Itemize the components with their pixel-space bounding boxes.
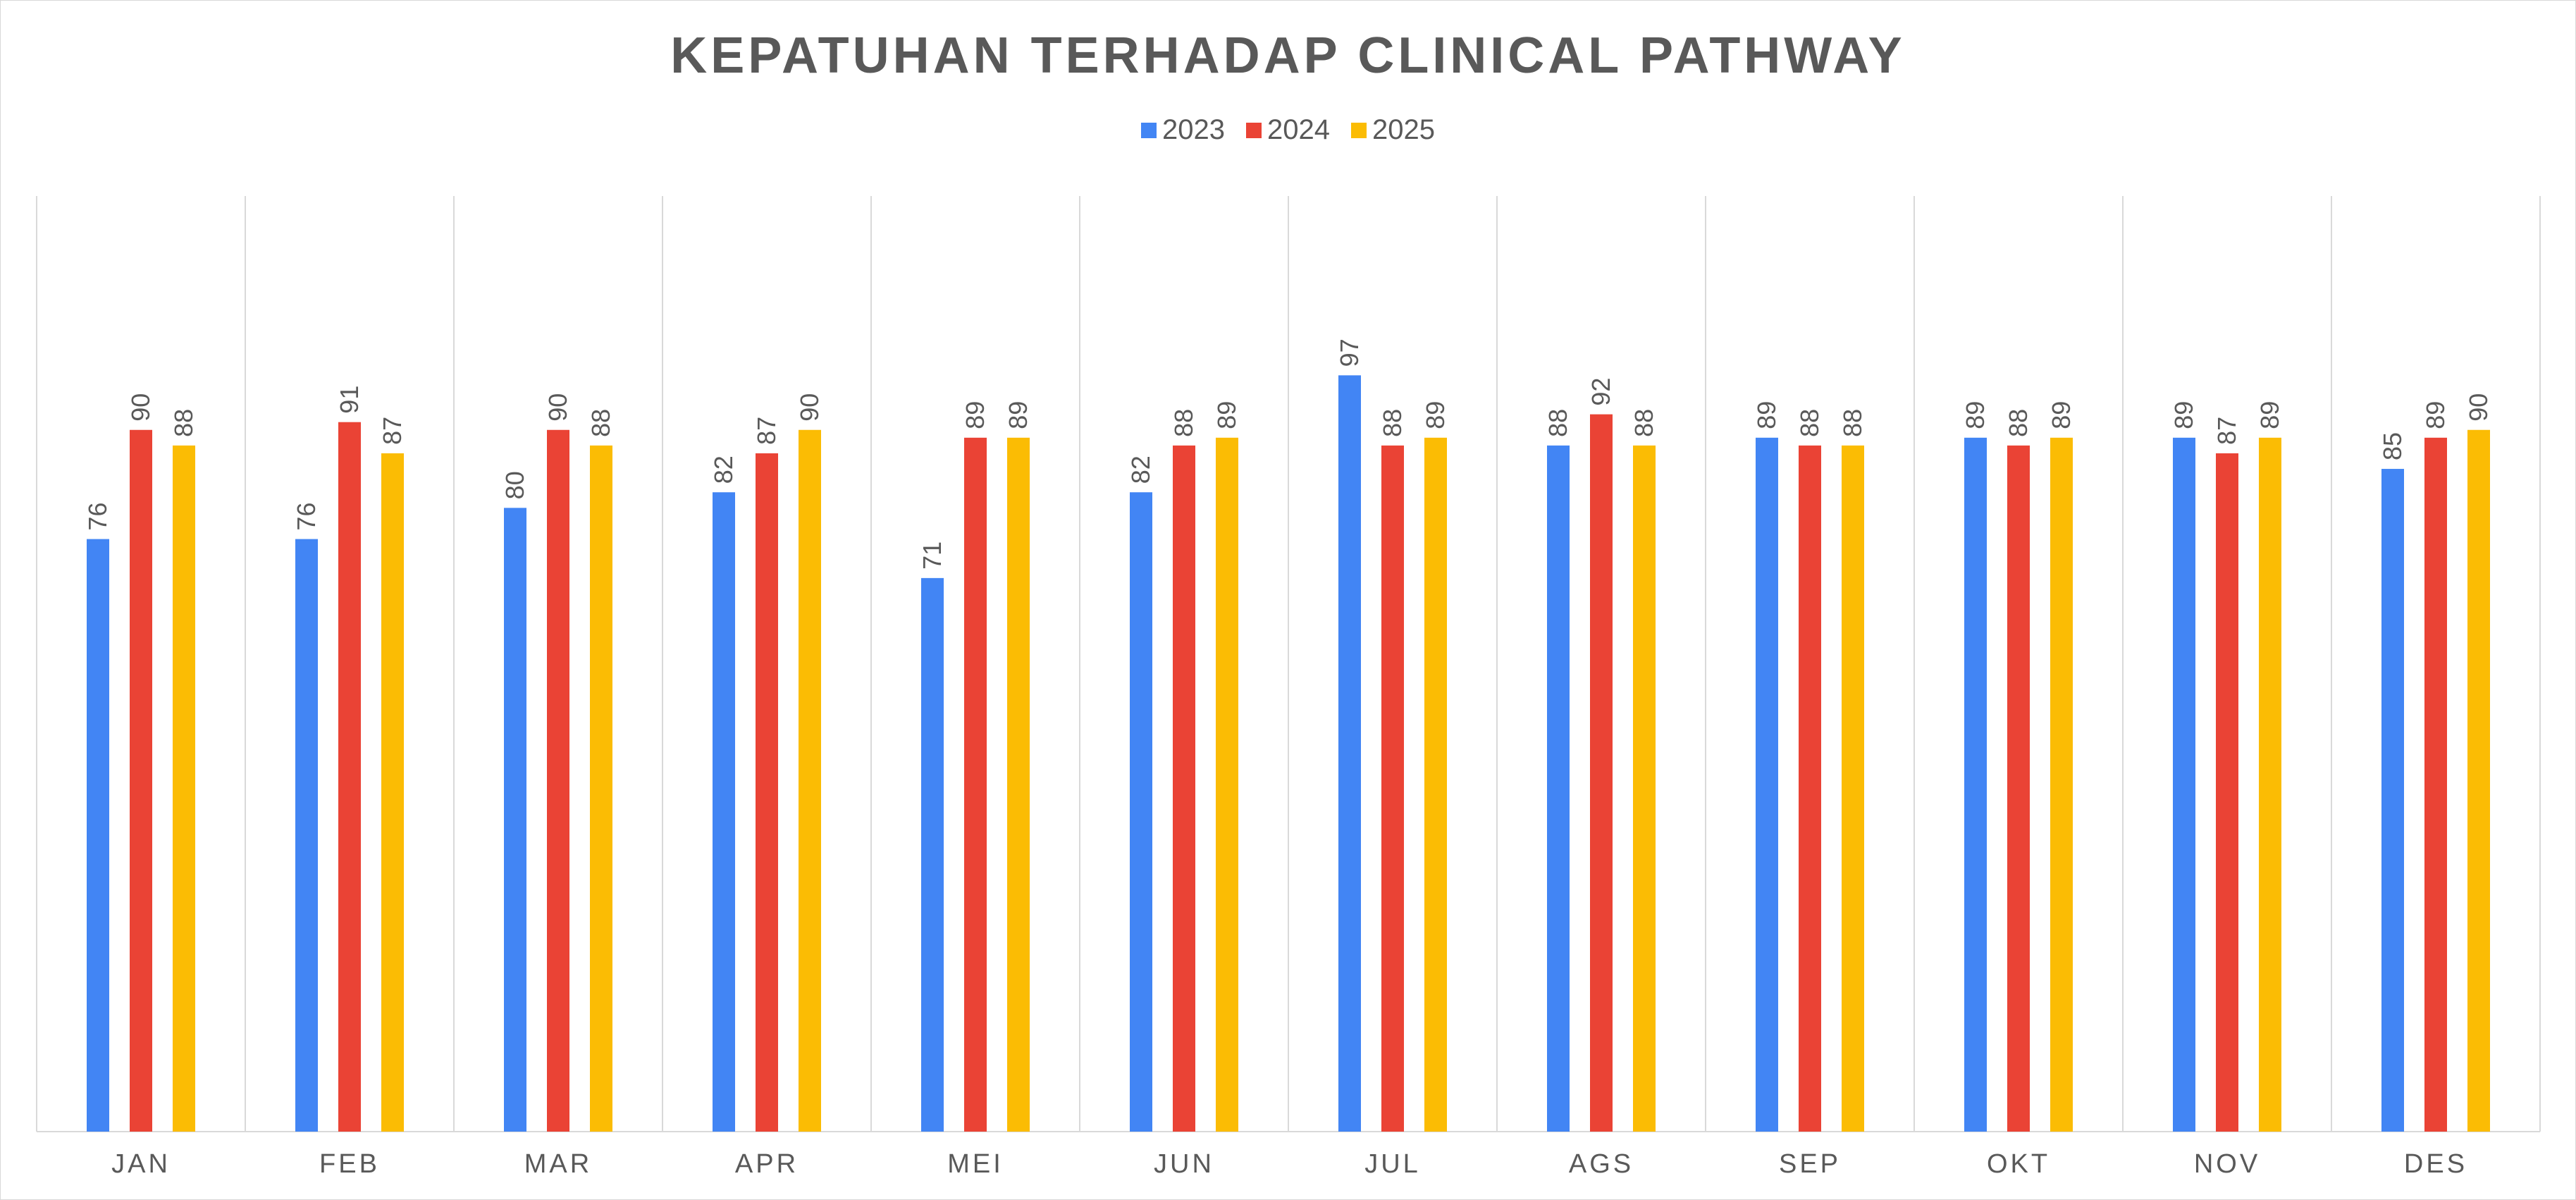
bar-2023-mei xyxy=(921,577,944,1132)
data-label-2025-des: 90 xyxy=(2464,393,2493,422)
bar-2025-okt xyxy=(2050,437,2073,1132)
bar-2023-ags xyxy=(1547,445,1570,1132)
data-label-2024-apr: 87 xyxy=(752,417,781,445)
bar-2023-jan xyxy=(87,539,109,1132)
bar-2025-des xyxy=(2467,429,2490,1132)
data-label-2024-jan: 90 xyxy=(126,393,155,422)
data-label-2024-feb: 91 xyxy=(335,386,364,414)
bar-2025-mei xyxy=(1007,437,1030,1132)
x-tick-label: JAN xyxy=(111,1149,171,1179)
data-label-2024-nov: 87 xyxy=(2212,417,2241,445)
data-label-2025-jun: 89 xyxy=(1212,401,1241,429)
bar-2025-sep xyxy=(1842,445,1864,1132)
bar-2023-okt xyxy=(1964,437,1987,1132)
legend-item-2023: 2023 xyxy=(1141,114,1225,146)
data-label-2025-feb: 87 xyxy=(378,417,407,445)
bar-2023-apr xyxy=(713,492,735,1132)
x-tick-label: JUN xyxy=(1154,1149,1214,1179)
data-label-2024-jul: 88 xyxy=(1378,409,1407,437)
bar-2024-jun xyxy=(1173,445,1195,1132)
bar-2024-ags xyxy=(1590,414,1613,1132)
bar-2023-mar xyxy=(504,508,526,1132)
bar-2025-nov xyxy=(2259,437,2281,1132)
legend-swatch-2024 xyxy=(1246,122,1262,138)
bar-2024-apr xyxy=(756,453,778,1132)
legend-item-2024: 2024 xyxy=(1246,114,1330,146)
data-label-2025-ags: 88 xyxy=(1629,409,1658,437)
bar-2024-jul xyxy=(1381,445,1404,1132)
data-label-2023-jan: 76 xyxy=(83,503,112,531)
bar-2023-sep xyxy=(1756,437,1778,1132)
data-label-2023-sep: 89 xyxy=(1752,401,1781,429)
data-label-2023-des: 85 xyxy=(2378,432,2407,460)
data-label-2024-jun: 88 xyxy=(1169,409,1198,437)
data-label-2024-des: 89 xyxy=(2421,401,2450,429)
data-label-2025-mar: 88 xyxy=(586,409,615,437)
bar-2023-des xyxy=(2381,469,2404,1132)
bar-2023-jul xyxy=(1338,375,1361,1132)
data-label-2024-sep: 88 xyxy=(1795,409,1824,437)
data-label-2023-apr: 82 xyxy=(709,455,738,484)
bar-2023-feb xyxy=(295,539,318,1132)
bar-2023-jun xyxy=(1130,492,1152,1132)
legend-item-2025: 2025 xyxy=(1350,114,1435,146)
x-tick-label: DES xyxy=(2404,1149,2467,1179)
data-label-2023-nov: 89 xyxy=(2169,401,2198,429)
data-label-2024-mei: 89 xyxy=(961,401,990,429)
bar-2024-des xyxy=(2424,437,2447,1132)
chart-legend: 2023 2024 2025 xyxy=(0,114,2576,146)
chart-title: KEPATUHAN TERHADAP CLINICAL PATHWAY xyxy=(670,27,1906,84)
data-label-2023-mei: 71 xyxy=(918,541,947,570)
bar-2025-jun xyxy=(1216,437,1238,1132)
legend-label-2025: 2025 xyxy=(1372,114,1435,145)
x-tick-label: MAR xyxy=(524,1149,592,1179)
bar-2023-nov xyxy=(2173,437,2195,1132)
x-tick-label: JUL xyxy=(1364,1149,1421,1179)
bar-2024-feb xyxy=(338,422,361,1132)
data-label-2025-apr: 90 xyxy=(795,393,824,422)
data-label-2025-jan: 88 xyxy=(169,409,198,437)
bar-2025-feb xyxy=(381,453,404,1132)
bar-2025-apr xyxy=(799,429,821,1132)
data-label-2024-mar: 90 xyxy=(543,393,572,422)
x-tick-label: AGS xyxy=(1569,1149,1634,1179)
bar-2025-jan xyxy=(173,445,195,1132)
bar-2025-jul xyxy=(1424,437,1447,1132)
x-tick-label: OKT xyxy=(1987,1149,2050,1179)
data-label-2023-jul: 97 xyxy=(1335,338,1364,367)
x-tick-label: SEP xyxy=(1779,1149,1841,1179)
data-label-2023-okt: 89 xyxy=(1961,401,1990,429)
legend-swatch-2023 xyxy=(1141,122,1157,138)
data-label-2025-nov: 89 xyxy=(2255,401,2284,429)
bar-2024-nov xyxy=(2216,453,2238,1132)
bar-2025-mar xyxy=(590,445,612,1132)
x-tick-label: APR xyxy=(735,1149,799,1179)
data-label-2023-jun: 82 xyxy=(1126,455,1155,484)
x-tick-label: MEI xyxy=(947,1149,1004,1179)
data-label-2024-okt: 88 xyxy=(2004,409,2033,437)
data-label-2023-ags: 88 xyxy=(1543,409,1572,437)
bar-2024-okt xyxy=(2007,445,2030,1132)
data-label-2025-jul: 89 xyxy=(1421,401,1450,429)
x-tick-label: FEB xyxy=(319,1149,380,1179)
legend-label-2024: 2024 xyxy=(1267,114,1330,145)
legend-label-2023: 2023 xyxy=(1162,114,1225,145)
bar-2024-mei xyxy=(964,437,987,1132)
bar-2024-sep xyxy=(1799,445,1821,1132)
data-label-2023-mar: 80 xyxy=(500,471,529,499)
x-tick-label: NOV xyxy=(2194,1149,2260,1179)
data-label-2025-sep: 88 xyxy=(1838,409,1867,437)
bar-2025-ags xyxy=(1633,445,1656,1132)
bar-2024-mar xyxy=(547,429,569,1132)
legend-swatch-2025 xyxy=(1350,122,1367,138)
data-label-2025-mei: 89 xyxy=(1004,401,1033,429)
data-label-2024-ags: 92 xyxy=(1586,378,1615,406)
data-label-2023-feb: 76 xyxy=(292,503,321,531)
bar-2024-jan xyxy=(130,429,152,1132)
data-label-2025-okt: 89 xyxy=(2047,401,2076,429)
